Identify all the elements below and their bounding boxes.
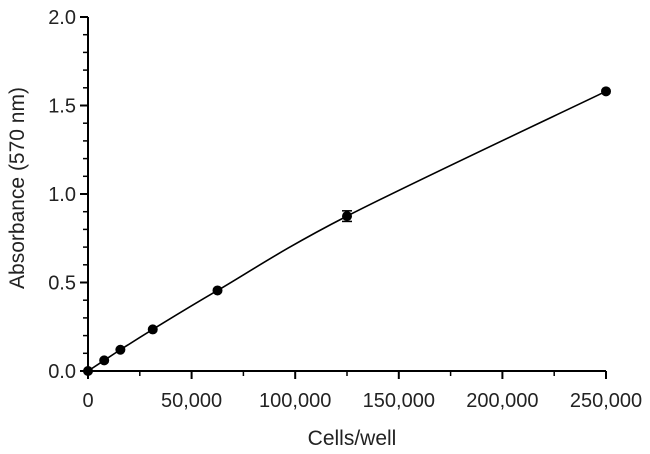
y-tick-label: 1.5	[48, 96, 76, 118]
data-point	[99, 355, 110, 366]
x-tick-label: 250,000	[570, 390, 642, 412]
x-tick-label: 100,000	[259, 390, 331, 412]
x-tick-label: 50,000	[161, 390, 222, 412]
x-axis-title: Cells/well	[308, 427, 397, 450]
y-tick-label: 1.0	[48, 184, 76, 206]
fit-curve	[87, 90, 607, 372]
data-point	[212, 285, 223, 296]
x-tick-label: 0	[82, 390, 93, 412]
data-points	[83, 86, 611, 376]
data-point	[83, 366, 93, 376]
data-point	[601, 86, 611, 97]
data-point	[342, 211, 352, 222]
data-point	[115, 344, 126, 355]
x-tick-label: 150,000	[363, 390, 435, 412]
axes	[87, 17, 606, 372]
data-point	[147, 324, 158, 335]
y-tick-label: 0.0	[48, 361, 76, 383]
y-axis-title: Absorbance (570 nm)	[6, 87, 29, 289]
y-tick-label: 0.5	[48, 273, 76, 295]
y-tick-label: 2.0	[48, 7, 76, 29]
ticks: 0.0 0.5 1.0 1.5 2.0 0 50,000 100,000 150,000 200,…	[48, 7, 642, 412]
x-tick-label: 200,000	[466, 390, 538, 412]
